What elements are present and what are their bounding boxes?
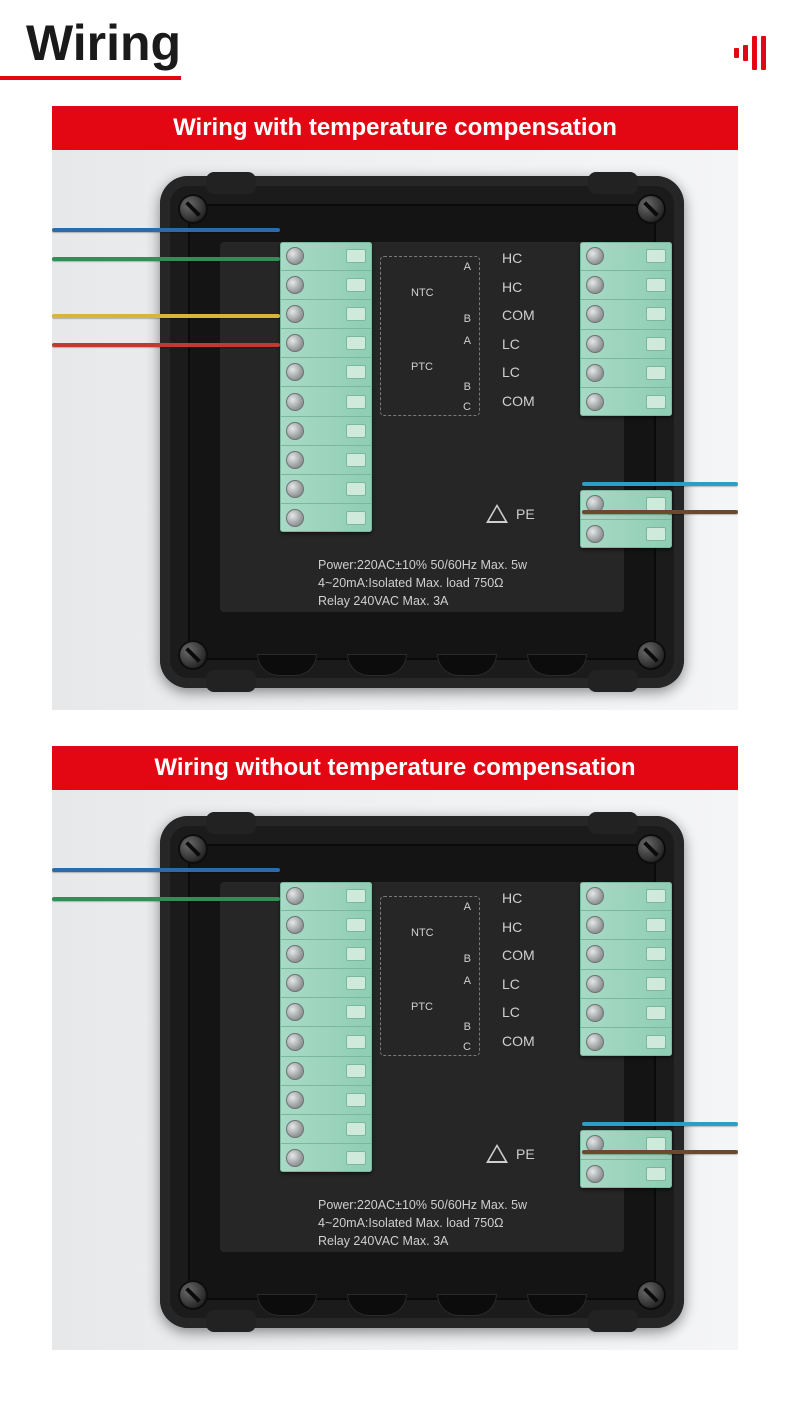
- wire-green: [52, 897, 280, 901]
- screw-icon: [178, 834, 208, 864]
- panel-body-2: CL1CL2C85A+85B- HCHCCOMLCLCCOM NTC PTC A…: [52, 790, 738, 1350]
- pin-label: LC: [502, 1004, 535, 1020]
- spec-text: Power:220AC±10% 50/60Hz Max. 5w4~20mA:Is…: [318, 1196, 614, 1250]
- wire-cyan: [668, 482, 738, 486]
- right-terminal-block-bottom: [580, 1130, 672, 1188]
- spec-text: Power:220AC±10% 50/60Hz Max. 5w4~20mA:Is…: [318, 556, 614, 610]
- pin-label: COM: [502, 947, 535, 963]
- pin-label: HC: [502, 919, 535, 935]
- screw-icon: [178, 194, 208, 224]
- pin-label: LC: [502, 364, 535, 380]
- device-enclosure: CL1CL2C85A+85B- HCHCCOMLCLCCOM NTC PTC A…: [160, 176, 684, 688]
- left-terminal-block: [280, 242, 372, 532]
- sensor-diagram: NTC PTC A B A B C: [380, 256, 480, 416]
- panel-without-compensation: Wiring without temperature compensation …: [52, 746, 738, 1350]
- right-terminal-block-bottom: [580, 490, 672, 548]
- wire-brown-stub: [582, 1150, 672, 1154]
- wire-cyan-stub: [582, 482, 672, 486]
- right-terminal-block-top: [580, 882, 672, 1056]
- wire-brown-stub: [582, 510, 672, 514]
- pin-label: HC: [502, 279, 535, 295]
- panel-with-compensation: Wiring with temperature compensation CL1…: [52, 106, 738, 710]
- page-title: Wiring: [0, 0, 181, 80]
- pin-label: COM: [502, 307, 535, 323]
- right-pin-labels: HC HC COM LC LC COM: [502, 890, 535, 1049]
- pin-label: COM: [502, 393, 535, 409]
- wire-blue: [52, 868, 280, 872]
- panel-header-2: Wiring without temperature compensation: [52, 746, 738, 790]
- wire-cyan-stub: [582, 1122, 672, 1126]
- device-enclosure: CL1CL2C85A+85B- HCHCCOMLCLCCOM NTC PTC A…: [160, 816, 684, 1328]
- pin-label: COM: [502, 1033, 535, 1049]
- warning-icon: [486, 504, 508, 523]
- wire-cyan: [668, 1122, 738, 1126]
- screw-icon: [636, 834, 666, 864]
- wire-brown: [668, 1150, 738, 1154]
- warning-icon: [486, 1144, 508, 1163]
- pin-label: LC: [502, 976, 535, 992]
- pe-label: PE: [516, 1146, 535, 1162]
- pin-label: HC: [502, 890, 535, 906]
- panel-header-1: Wiring with temperature compensation: [52, 106, 738, 150]
- pin-label: HC: [502, 250, 535, 266]
- wire-blue: [52, 228, 280, 232]
- left-terminal-block: [280, 882, 372, 1172]
- decor-bars: [734, 36, 766, 70]
- pin-label: LC: [502, 336, 535, 352]
- sensor-diagram: NTC PTC A B A B C: [380, 896, 480, 1056]
- wire-red: [52, 343, 280, 347]
- pe-label: PE: [516, 506, 535, 522]
- screw-icon: [636, 194, 666, 224]
- wire-green: [52, 257, 280, 261]
- wire-yellow: [52, 314, 280, 318]
- panel-body-1: CL1CL2C85A+85B- HCHCCOMLCLCCOM NTC PTC A…: [52, 150, 738, 710]
- right-terminal-block-top: [580, 242, 672, 416]
- wire-brown: [668, 510, 738, 514]
- right-pin-labels: HC HC COM LC LC COM: [502, 250, 535, 409]
